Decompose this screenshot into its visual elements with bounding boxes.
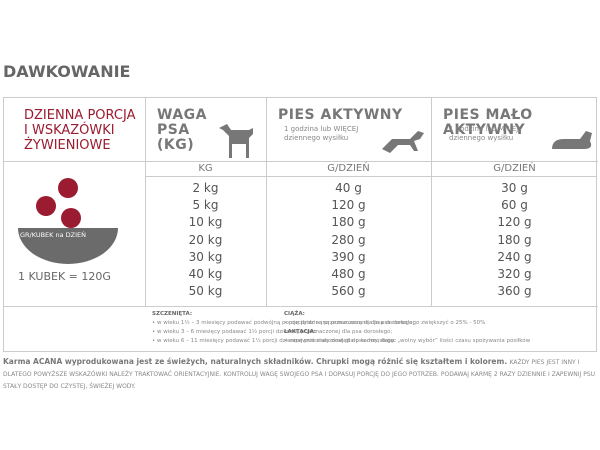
dog-icon: [219, 124, 253, 158]
table-cell: 360 g: [497, 284, 532, 299]
table-cell: 20 kg: [188, 232, 223, 247]
note-line: • w wieku 1½ – 3 miesięcy podawać podwój…: [152, 320, 415, 326]
table-cell: 390 g: [331, 249, 366, 264]
bowl-icon: [18, 178, 118, 264]
footer-lead: Karma ACANA wyprodukowana jest ze świeży…: [3, 357, 508, 366]
side-heading: DZIENNA PORCJA I WSKAZÓWKI ŻYWIENIOWE: [24, 108, 135, 153]
cup-note: 1 KUBEK = 120G: [18, 270, 111, 283]
footer: Karma ACANA wyprodukowana jest ze świeży…: [3, 356, 597, 392]
column-title: PIES AKTYWNY: [278, 107, 403, 123]
unit-label: G/DZIEŃ: [493, 163, 536, 174]
table-cell: 5 kg: [192, 198, 219, 213]
note-line: LAKTACJA:: [284, 329, 317, 335]
heading-line: I WSKAZÓWKI: [24, 123, 115, 138]
table-cell: 240 g: [497, 249, 532, 264]
heading-line: DZIENNA PORCJA: [24, 108, 136, 123]
table-cell: 120 g: [497, 215, 532, 230]
table-cell: 40 g: [335, 181, 362, 195]
note-line: • w wieku 6 – 11 miesięcy podawać 1¼ por…: [152, 338, 396, 344]
column-title: WAGA PSA (KG): [157, 107, 207, 153]
table-box: DZIENNA PORCJA I WSKAZÓWKI ŻYWIENIOWE GR/K…: [3, 97, 598, 352]
table-cell: 2 kg: [192, 181, 219, 195]
column-subtitle: 1 godzina lub MNIEJ dziennego wysiłku: [449, 125, 519, 142]
table-cell: 180 g: [331, 215, 366, 230]
divider: [4, 306, 598, 307]
divider: [145, 98, 146, 306]
table-cell: 120 g: [331, 198, 366, 213]
note-line: CIĄŻA:: [284, 311, 305, 317]
unit-label: KG: [198, 163, 213, 174]
table-cell: 10 kg: [188, 215, 223, 230]
divider: [266, 98, 267, 306]
table-cell: 180 g: [497, 232, 532, 247]
table-cell: 40 kg: [188, 267, 223, 281]
table-cell: 560 g: [331, 284, 366, 299]
note-line: • w wieku 3 – 6 miesięcy podawać 1½ porc…: [152, 329, 393, 335]
note-line: • zapewnić stały dostęp do karmy, dając …: [284, 338, 531, 344]
dog-icon: [382, 131, 424, 153]
footer-text: KAŻDY PIES JEST INNY I DLATEGO POWYŻSZE …: [3, 359, 596, 390]
table-cell: 280 g: [331, 232, 366, 247]
divider: [4, 161, 598, 162]
table-cell: 50 kg: [188, 284, 223, 299]
table-cell: 480 g: [331, 267, 366, 281]
unit-label: G/DZIEŃ: [327, 163, 370, 174]
note-line: • porcję dzienną przeznaczoną dla psa do…: [284, 320, 486, 326]
divider: [145, 176, 597, 177]
column-subtitle: 1 godzina lub WIĘCEJ dziennego wysiłku: [284, 125, 359, 142]
note-line: SZCZENIĘTA:: [152, 311, 193, 317]
column-title: PIES MAŁO AKTYWNY: [443, 107, 533, 138]
table-cell: 30 kg: [188, 249, 223, 264]
table-cell: 30 g: [501, 181, 528, 195]
page-title: DAWKOWANIE: [3, 62, 131, 81]
dog-icon: [552, 131, 592, 149]
divider: [431, 98, 432, 306]
table-cell: 320 g: [497, 267, 532, 281]
table-cell: 60 g: [501, 198, 528, 213]
heading-line: ŻYWIENIOWE: [24, 138, 111, 153]
bowl-label: GR/KUBEK na DZIEŃ: [20, 231, 86, 239]
